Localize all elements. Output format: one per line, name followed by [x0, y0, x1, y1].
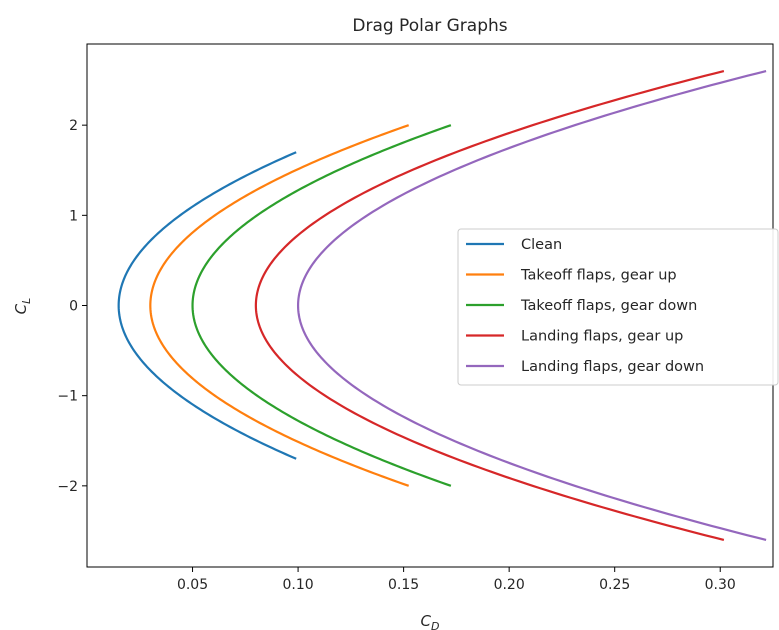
series-line-3 [191, 124, 452, 487]
y-tick-label: −2 [57, 479, 78, 495]
x-tick-label: 0.05 [177, 577, 208, 593]
legend: Clean Takeoff flaps, gear up Takeoff flaps… [457, 228, 779, 386]
series-line-1 [117, 151, 297, 460]
x-tick-label: 0.30 [705, 577, 736, 593]
x-tick-label: 0.20 [494, 577, 525, 593]
series-line-5 [296, 69, 767, 542]
series-line-2 [149, 124, 410, 487]
x-axis-ticks: 0.05 0.10 0.15 0.20 0.25 0.30 [177, 567, 736, 593]
legend-label-5: Landing flaps, gear down [521, 359, 704, 375]
y-tick-label: 0 [69, 299, 78, 315]
x-tick-label: 0.25 [599, 577, 630, 593]
y-tick-label: 2 [69, 118, 78, 134]
series-line-4 [254, 69, 725, 542]
legend-label-1: Clean [521, 237, 562, 253]
legend-box [457, 228, 779, 386]
legend-label-3: Takeoff flaps, gear down [520, 298, 697, 314]
y-tick-label: −1 [57, 389, 78, 405]
legend-label-2: Takeoff flaps, gear up [520, 268, 677, 284]
y-axis-ticks: −2 −1 0 1 2 [57, 118, 87, 495]
series-layer [117, 69, 767, 542]
x-tick-label: 0.10 [282, 577, 313, 593]
x-tick-label: 0.15 [388, 577, 419, 593]
x-axis-label: CD [421, 612, 440, 630]
chart-title: Drag Polar Graphs [352, 16, 507, 36]
y-axis-label: CL [12, 298, 33, 315]
y-tick-label: 1 [69, 208, 78, 224]
legend-label-4: Landing flaps, gear up [521, 329, 683, 345]
